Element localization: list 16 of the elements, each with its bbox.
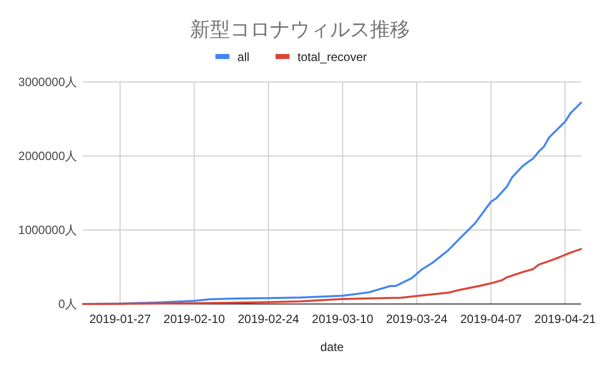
legend-label: total_recover — [298, 50, 367, 64]
x-axis-title: date — [320, 340, 344, 354]
x-tick-label: 2019-04-07 — [460, 312, 522, 326]
x-tick-label: 2019-03-10 — [312, 312, 374, 326]
legend-label: all — [237, 50, 250, 64]
y-tick-label: 2000000人 — [18, 149, 77, 163]
line-series — [82, 248, 582, 305]
chart-title: 新型コロナウィルス推移 — [190, 19, 410, 41]
x-tick-label: 2019-03-24 — [386, 312, 448, 326]
y-tick-label: 1000000人 — [18, 223, 77, 237]
x-tick-label: 2019-01-27 — [89, 312, 152, 326]
y-tick-label: 3000000人 — [18, 75, 77, 89]
y-tick-label: 0人 — [58, 297, 77, 311]
x-tick-label: 2019-04-21 — [534, 312, 596, 326]
x-tick-label: 2019-02-10 — [164, 312, 226, 326]
x-tick-label: 2019-02-24 — [238, 312, 300, 326]
